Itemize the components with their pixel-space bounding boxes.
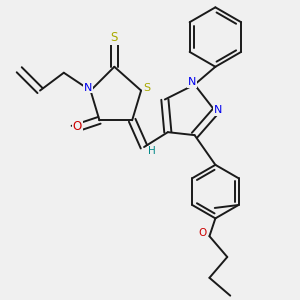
Text: O: O (198, 228, 206, 238)
Text: N: N (188, 76, 196, 87)
Text: H: H (148, 146, 155, 157)
Text: N: N (83, 82, 92, 93)
Text: N: N (214, 105, 223, 115)
Text: S: S (143, 82, 150, 93)
Text: O: O (73, 120, 82, 133)
Text: S: S (111, 31, 118, 44)
